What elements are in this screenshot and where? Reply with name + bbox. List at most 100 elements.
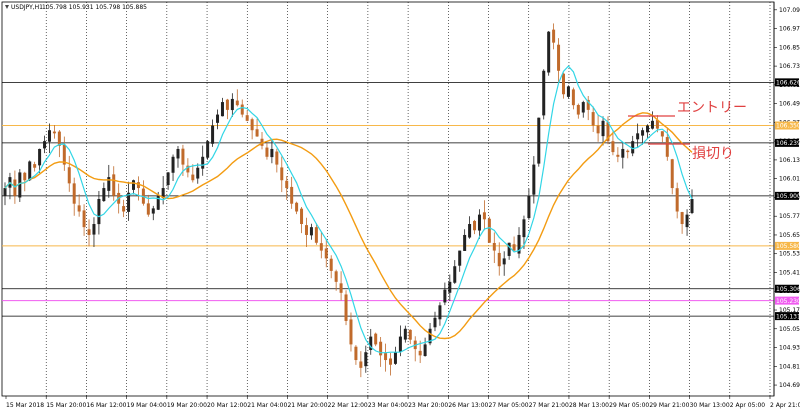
candle-body xyxy=(28,161,32,181)
candles xyxy=(3,23,694,378)
candle-body xyxy=(201,156,205,169)
candle-body xyxy=(660,131,664,137)
candle-body xyxy=(3,188,7,196)
candle-body xyxy=(181,148,185,165)
candle-body xyxy=(324,248,328,259)
candle-body xyxy=(285,180,289,189)
candle-body xyxy=(374,333,378,345)
candle-body xyxy=(507,242,511,256)
x-tick-label: 27 Mar 21:00 xyxy=(529,402,569,409)
y-tick-label: 105.170 xyxy=(779,307,800,314)
y-tick-label: 104.930 xyxy=(779,345,800,352)
candle-body xyxy=(250,119,254,131)
x-tick-label: 28 Mar 13:00 xyxy=(569,402,609,409)
candle-body xyxy=(166,172,170,186)
level-badge-label: 105.131 xyxy=(776,313,800,320)
level-badge-label: 106.239 xyxy=(776,140,800,147)
candle-body xyxy=(176,148,180,159)
collapse-triangle-icon[interactable] xyxy=(5,5,9,9)
candle-body xyxy=(107,177,111,191)
x-tick-label: 2 Apr 05:00 xyxy=(730,402,765,409)
candle-body xyxy=(522,219,526,238)
candle-body xyxy=(433,317,437,328)
candle-body xyxy=(641,130,645,136)
level-badge-label: 106.626 xyxy=(776,80,800,87)
candle-body xyxy=(87,229,91,235)
candle-body xyxy=(611,141,615,153)
candle-body xyxy=(47,130,51,142)
ma-slow-line xyxy=(4,112,693,340)
level-price-badges: 106.626 106.350 106.239 105.900 105.580 105.3… xyxy=(775,78,800,320)
candle-body xyxy=(571,89,575,106)
x-tick-label: 19 Mar 04:00 xyxy=(127,402,167,409)
level-badge xyxy=(775,191,799,200)
candle-body xyxy=(38,148,42,166)
x-tick-label: 30 Mar 13:00 xyxy=(690,402,730,409)
candle-body xyxy=(418,350,422,356)
candle-body xyxy=(211,125,215,144)
candle-body xyxy=(423,344,427,357)
y-tick-label: 104.690 xyxy=(779,382,800,389)
candle-body xyxy=(354,346,358,361)
candle-body xyxy=(151,208,155,214)
ohlc-values: 105.798 105.931 105.798 105.885 xyxy=(42,4,147,11)
candle-body xyxy=(43,141,47,149)
x-tick-label: 21 Mar 20:00 xyxy=(287,402,327,409)
y-tick-label: 106.730 xyxy=(779,63,800,70)
candle-body xyxy=(566,86,570,97)
y-tick-label: 105.410 xyxy=(779,269,800,276)
x-tick-label: 16 Mar 12:00 xyxy=(86,402,126,409)
candle-body xyxy=(334,271,338,282)
candle-body xyxy=(438,305,442,320)
candle-body xyxy=(300,208,304,225)
candle-body xyxy=(275,151,279,165)
candle-body xyxy=(72,183,76,204)
x-tick-label: 15 Mar 2018 xyxy=(6,402,44,409)
candle-body xyxy=(616,154,620,157)
candle-body xyxy=(171,156,175,173)
x-tick-label: 21 Mar 04:00 xyxy=(247,402,287,409)
candle-body xyxy=(547,31,551,73)
candle-body xyxy=(136,182,140,189)
horizontal-levels xyxy=(2,81,774,317)
candle-body xyxy=(650,120,654,129)
candle-body xyxy=(403,328,407,340)
candle-body xyxy=(680,212,684,225)
candle-body xyxy=(384,353,388,361)
level-badge-label: 105.230 xyxy=(776,298,800,305)
candle-body xyxy=(532,164,536,195)
level-badge xyxy=(775,241,799,250)
candle-body xyxy=(596,125,600,134)
candle-body xyxy=(389,358,393,365)
candle-body xyxy=(393,352,397,364)
candle-body xyxy=(591,112,595,126)
candle-body xyxy=(690,199,694,214)
candle-body xyxy=(670,159,674,189)
x-tick-label: 23 Mar 20:00 xyxy=(408,402,448,409)
candle-body xyxy=(636,133,640,140)
candle-body xyxy=(196,167,200,179)
candle-body xyxy=(542,70,546,116)
candle-body xyxy=(186,165,190,173)
y-tick-label: 106.130 xyxy=(779,157,800,164)
candle-body xyxy=(102,188,106,202)
x-tick-label: 20 Mar 12:00 xyxy=(207,402,247,409)
x-tick-label: 15 Mar 20:00 xyxy=(46,402,86,409)
candle-body xyxy=(97,199,101,225)
candle-body xyxy=(156,195,160,210)
candle-body xyxy=(57,131,61,146)
candle-body xyxy=(364,352,368,367)
candle-body xyxy=(260,138,264,146)
candle-body xyxy=(359,361,363,368)
candle-body xyxy=(280,167,284,181)
candle-body xyxy=(127,192,131,212)
candle-body xyxy=(631,141,635,154)
candle-body xyxy=(314,227,318,243)
y-tick-label: 105.650 xyxy=(779,232,800,239)
y-tick-label: 106.970 xyxy=(779,26,800,33)
candle-body xyxy=(512,244,516,251)
candle-body xyxy=(626,150,630,153)
x-tick-label: 23 Mar 04:00 xyxy=(368,402,408,409)
candle-body xyxy=(290,186,294,204)
